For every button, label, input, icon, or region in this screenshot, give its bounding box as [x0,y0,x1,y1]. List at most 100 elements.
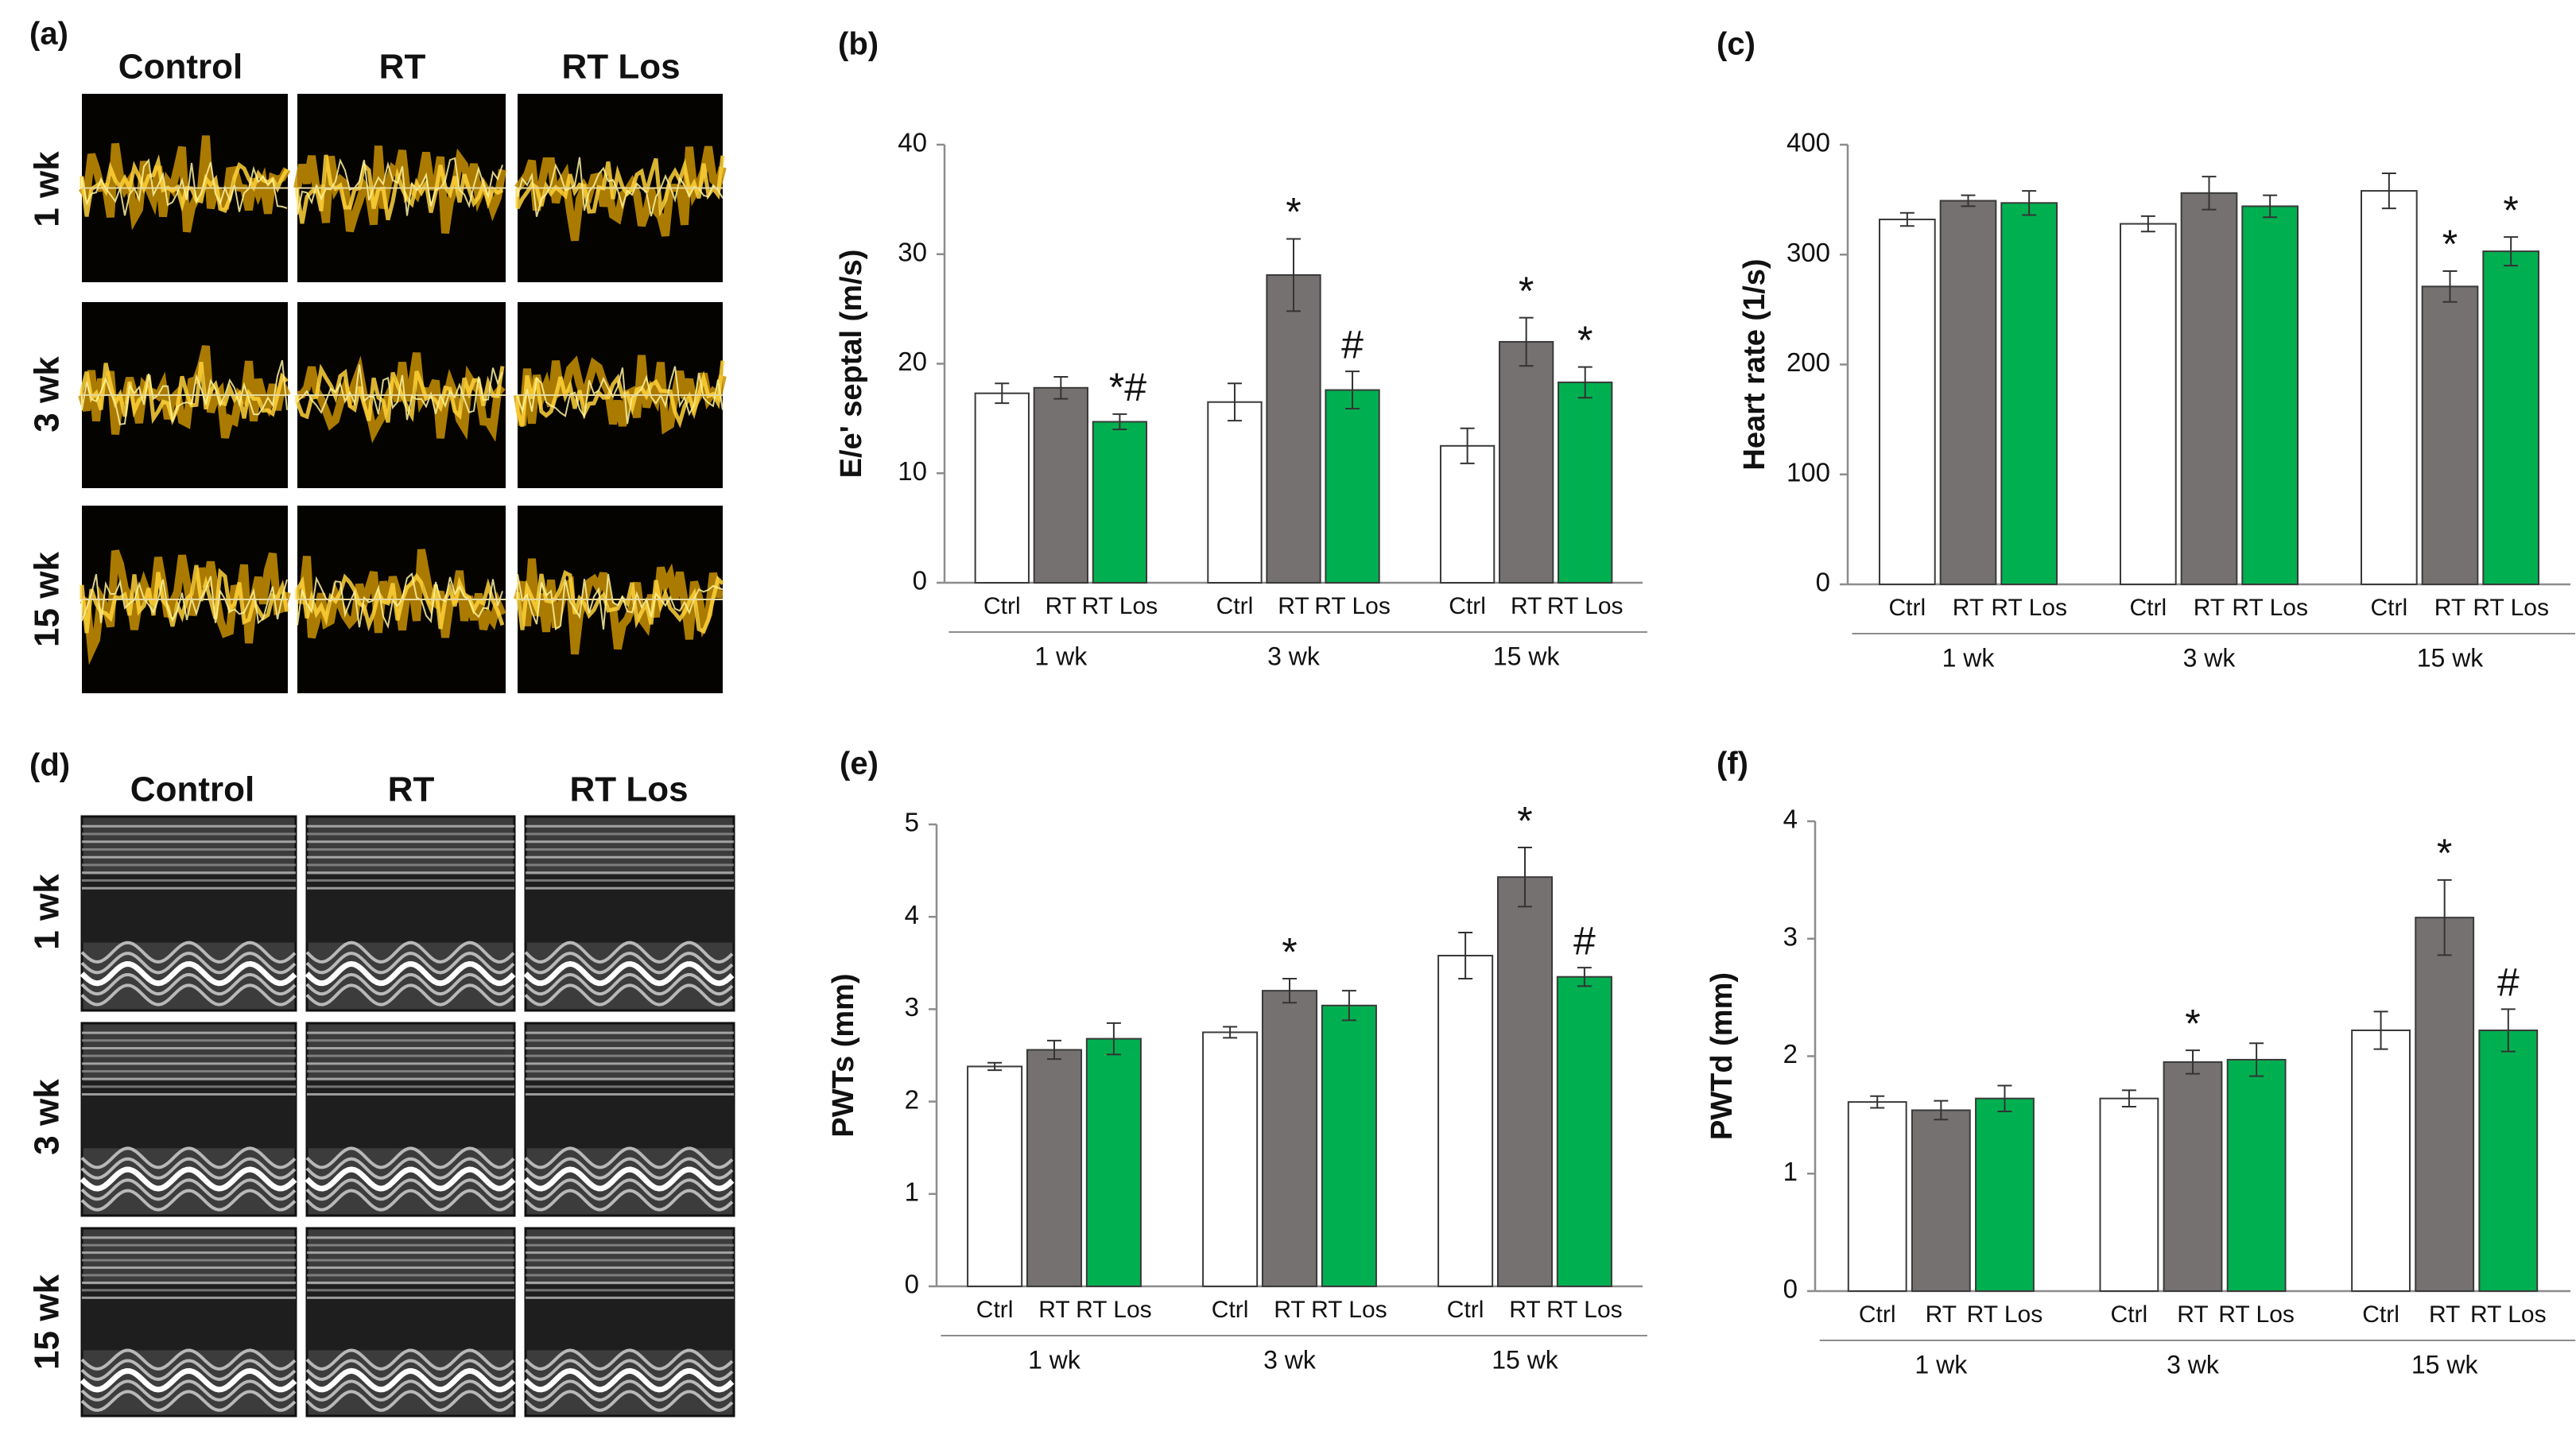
significance-mark: * [2442,222,2458,266]
bar [967,1065,1023,1287]
error-bar [1286,238,1301,312]
doppler-trace [81,574,288,625]
y-tick-label: 20 [898,347,927,376]
error-bar [1577,366,1593,399]
bar-category-label: RT Los [2470,1301,2547,1328]
mmode-wall [305,1189,515,1212]
error-bar [2263,194,2278,219]
doppler-trace [81,158,288,216]
mmode-wall [80,1166,297,1192]
mmode-wall [305,960,516,987]
bar [1026,1049,1083,1287]
bar-category-label: Ctrl [2371,595,2408,621]
bar-category-label: RT [2429,1301,2460,1328]
error-bar [1997,1084,2012,1112]
bar [2180,192,2238,586]
column-header: Control [118,48,242,87]
mmode-wall [524,1379,734,1402]
error-bar [2249,1042,2264,1077]
error-bar [1961,194,1976,207]
mmode-wall [305,1390,515,1412]
panel-label: (c) [1717,27,1755,62]
mmode-wall [305,1359,515,1382]
error-bar [1458,931,1473,980]
bar-category-label: RT Los [1991,595,2067,621]
bar [1558,381,1613,584]
y-tick-label: 0 [905,1270,919,1299]
error-bar [987,1061,1003,1072]
mmode-wall [524,1157,734,1180]
column-header: RT Los [561,48,680,87]
bar-category-label: Ctrl [2362,1301,2399,1328]
mmode-wall [305,983,515,1006]
group-label: 15 wk [1492,1345,1559,1374]
significance-mark: # [1341,322,1364,367]
group-label: 1 wk [1028,1345,1081,1374]
mmode-wall [80,1146,297,1169]
y-tick-label: 3 [905,992,919,1022]
bar-category-label: Ctrl [976,1297,1014,1323]
bar [1439,444,1496,584]
panel-label: (e) [840,747,879,781]
significance-mark: * [2185,1001,2200,1045]
doppler-trace [297,364,503,421]
mmode-wall [80,1359,297,1382]
bar-category-label: RT [1509,1297,1540,1323]
mmode-wall [305,972,515,996]
mmode-wall [524,1348,734,1371]
mmode-wall [524,951,734,975]
mmode-wall [524,1189,734,1212]
bar-category-label: Ctrl [1449,593,1486,619]
error-bar [995,382,1010,405]
mmode-wall [523,1367,735,1393]
mmode-wall [524,941,734,964]
bar-category-label: RT Los [2473,595,2549,621]
row-label: 3 wk [28,356,67,432]
y-tick-label: 10 [898,456,927,486]
mmode-wall [524,983,734,1006]
y-tick-label: 0 [913,566,927,595]
bar [1975,1097,2035,1292]
bar-category-label: RT Los [1314,593,1391,619]
mmode-wall [524,1390,734,1412]
y-tick-label: 40 [898,128,927,157]
error-bar [2373,1010,2388,1050]
row-label: 1 wk [28,151,67,227]
bar [974,392,1030,584]
mmode-cavity [82,1080,296,1149]
y-tick-label: 4 [905,900,919,929]
y-tick-label: 100 [1787,457,1830,487]
doppler-trace [517,157,724,217]
error-bar [2186,1049,2200,1075]
bar-category-label: RT [2177,1301,2208,1328]
bar [2482,250,2540,585]
bar-category-label: RT Los [2218,1301,2295,1328]
mmode-wall [305,1146,515,1169]
bar-category-label: RT Los [1076,1297,1152,1323]
bar-category-label: RT [1046,593,1077,619]
bar [1847,1101,1907,1293]
y-tick-label: 400 [1787,128,1830,157]
significance-mark: * [1519,269,1534,313]
bar [2099,1097,2159,1292]
bar [2478,1029,2539,1292]
mmode-wall [80,972,297,996]
doppler-trace [295,572,505,632]
mmode-wall [305,1379,515,1402]
group-label: 3 wk [2167,1350,2220,1379]
error-bar [2202,176,2217,211]
significance-mark: *# [1109,365,1146,409]
doppler-trace [80,564,289,634]
bar-category-label: RT Los [2232,595,2308,621]
group-label: 3 wk [2183,643,2237,672]
significance-mark: * [1286,190,1301,235]
bar-category-label: Ctrl [983,593,1021,619]
mmode-wall [524,972,734,996]
error-bar [1460,427,1475,464]
y-tick-label: 30 [898,237,927,266]
y-tick-label: 1 [1783,1157,1798,1186]
group-label: 3 wk [1267,642,1321,670]
doppler-trace [80,362,289,425]
y-axis-label: PWTs (mm) [827,973,860,1137]
doppler-trace [517,573,724,630]
